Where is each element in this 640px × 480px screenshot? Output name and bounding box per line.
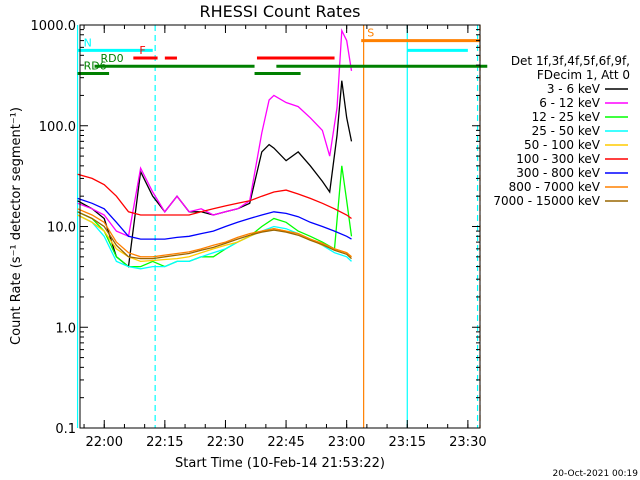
legend-label-25-50-kev: 25 - 50 keV (532, 124, 601, 138)
series-line-100-300-kev (77, 173, 352, 220)
series-line-12-25-kev (77, 165, 353, 268)
y-tick-label: 0.1 (55, 422, 76, 437)
legend-label-6-12-kev: 6 - 12 keV (539, 96, 601, 110)
series-line-300-800-kev (77, 197, 352, 240)
flag-label-rd6: RD6 (84, 60, 107, 73)
x-axis-label: Start Time (10-Feb-14 21:53:22) (175, 456, 385, 471)
x-tick-label: 23:15 (389, 435, 426, 450)
y-axis: 0.1 1.0 10.0 100.0 1000.0 (31, 19, 480, 437)
x-tick-label: 22:15 (146, 435, 183, 450)
x-tick-label: 23:30 (449, 435, 486, 450)
y-axis-label: Count Rate (s⁻¹ detector segment⁻¹) (9, 107, 24, 345)
flag-label-s: S (367, 27, 374, 40)
footer-date: 20-Oct-2021 00:19 (553, 469, 639, 479)
x-axis: 22:00 22:15 22:30 22:45 23:00 23:15 23:30 (83, 25, 487, 450)
legend-label-100-300-kev: 100 - 300 keV (516, 152, 600, 166)
series-line-800-7000-kev (77, 208, 352, 258)
x-tick-label: 22:45 (267, 435, 304, 450)
legend-label-3-6-kev: 3 - 6 keV (547, 82, 601, 96)
legend-label-800-7000-kev: 800 - 7000 keV (509, 180, 601, 194)
flag-label-f: F (139, 44, 145, 57)
legend-label-12-25-kev: 12 - 25 keV (532, 110, 601, 124)
legend-header-0: Det 1f,3f,4f,5f,6f,9f, (511, 54, 630, 68)
plot-frame (79, 24, 481, 429)
series-line-7000-15000-kev (77, 211, 352, 260)
y-tick-label: 1000.0 (31, 19, 77, 34)
flag-label-n: N (84, 36, 92, 49)
series-line-25-50-kev (77, 214, 352, 270)
legend-header-1: FDecim 1, Att 0 (537, 68, 630, 82)
legend-label-7000-15000-kev: 7000 - 15000 keV (493, 194, 600, 208)
series-line-6-12-kev (77, 28, 353, 238)
x-tick-label: 23:00 (328, 435, 365, 450)
x-tick-label: 22:30 (207, 435, 244, 450)
x-tick-label: 22:00 (86, 435, 123, 450)
y-tick-label: 1.0 (55, 321, 76, 336)
legend-label-50-100-kev: 50 - 100 keV (524, 138, 601, 152)
flag-label-rd0: RD0 (101, 52, 124, 65)
y-tick-label: 100.0 (39, 120, 76, 135)
chart-title: RHESSI Count Rates (200, 2, 361, 21)
legend-label-300-800-kev: 300 - 800 keV (516, 166, 600, 180)
legend: Det 1f,3f,4f,5f,6f,9f,FDecim 1, Att 03 -… (493, 54, 630, 208)
y-tick-label: 10.0 (47, 221, 76, 236)
